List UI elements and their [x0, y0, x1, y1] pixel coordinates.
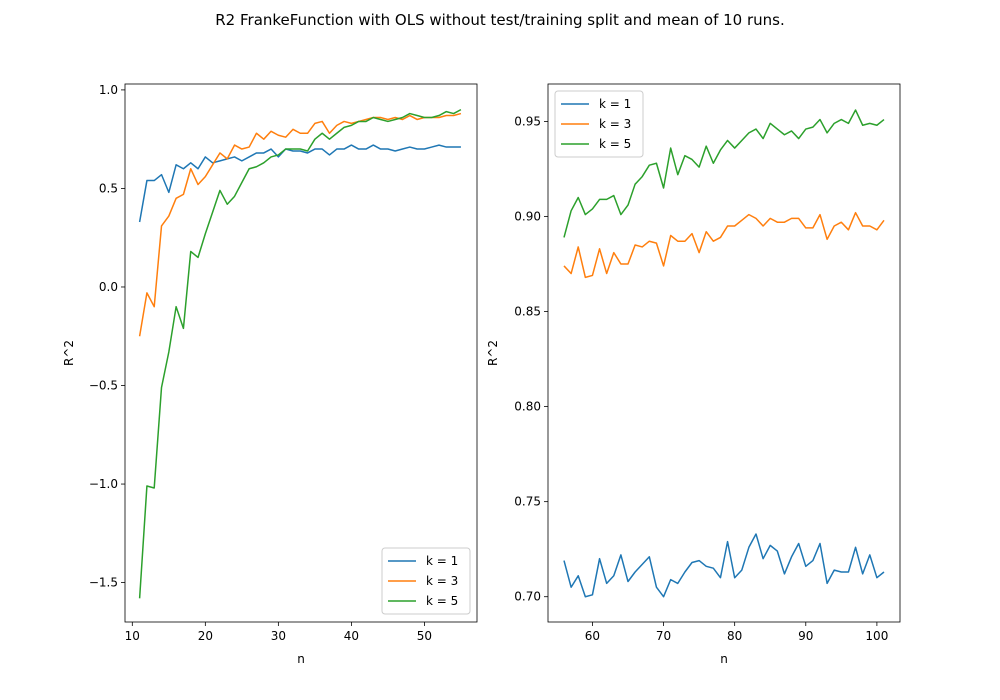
legend-label-2: k = 3 — [426, 574, 458, 588]
legend-label-3: k = 5 — [426, 594, 458, 608]
series-line-2 — [138, 112, 462, 337]
axes-frame — [547, 83, 901, 623]
legend-label-2: k = 3 — [599, 117, 631, 131]
x-tick-label: 80 — [727, 629, 742, 643]
x-tick-label: 50 — [417, 629, 432, 643]
y-tick-label: 0.0 — [99, 280, 118, 294]
series-line-1 — [138, 144, 461, 223]
series-line-2 — [563, 211, 885, 279]
legend-box — [554, 90, 644, 158]
x-tick-label: 10 — [125, 629, 140, 643]
figure-title: R2 FrankeFunction with OLS without test/… — [215, 11, 785, 29]
y-axis-label: R^2 — [62, 340, 76, 366]
x-tick-label: 100 — [865, 629, 888, 643]
y-tick-label: 0.90 — [514, 210, 541, 224]
y-tick-label: 0.95 — [514, 114, 541, 128]
x-tick-label: 70 — [656, 629, 671, 643]
y-tick-label: −1.0 — [89, 477, 118, 491]
series-line-3 — [138, 108, 462, 599]
y-tick-label: 1.0 — [99, 83, 118, 97]
right-subplot: 60 70 80 90 100 0.70 0.75 0.80 0.85 0.90 0.95 n R^2 k… — [486, 83, 901, 666]
y-axis-label: R^2 — [486, 340, 500, 366]
legend-label-1: k = 1 — [426, 554, 458, 568]
legend: k = 1 k = 3 k = 5 — [381, 547, 471, 615]
y-tick-label: 0.5 — [99, 181, 118, 195]
y-tick-label: 0.75 — [514, 495, 541, 509]
x-tick-label: 90 — [798, 629, 813, 643]
y-tick-label: 0.80 — [514, 400, 541, 414]
legend-box — [381, 547, 471, 615]
x-axis-label: n — [297, 652, 305, 666]
series-line-3 — [563, 109, 885, 238]
legend: k = 1 k = 3 k = 5 — [554, 90, 644, 158]
y-tick-label: 0.85 — [514, 305, 541, 319]
legend-label-1: k = 1 — [599, 97, 631, 111]
axes-frame — [124, 83, 478, 623]
legend-label-3: k = 5 — [599, 137, 631, 151]
left-subplot: 10 20 30 40 50 −1.5 −1.0 −0.5 0.0 0.5 1.0 n R^2 k = 1… — [62, 83, 478, 666]
x-tick-label: 30 — [271, 629, 286, 643]
x-tick-label: 60 — [585, 629, 600, 643]
x-axis-label: n — [720, 652, 728, 666]
series-line-1 — [563, 533, 885, 598]
y-tick-label: −0.5 — [89, 379, 118, 393]
x-tick-label: 40 — [344, 629, 359, 643]
y-tick-label: 0.70 — [514, 590, 541, 604]
y-tick-label: −1.5 — [89, 576, 118, 590]
x-tick-label: 20 — [198, 629, 213, 643]
